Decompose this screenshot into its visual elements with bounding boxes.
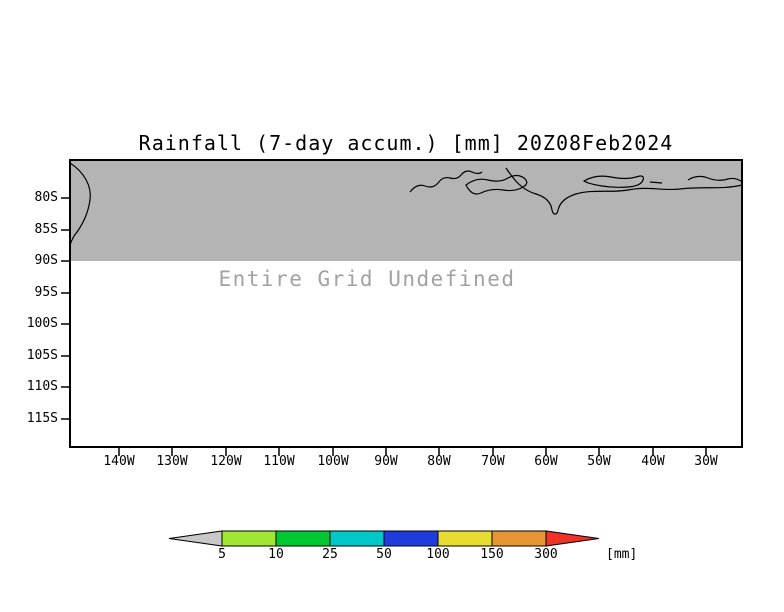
colorbar-label: 50 bbox=[376, 547, 392, 562]
colorbar-label: 10 bbox=[268, 547, 284, 562]
colorbar-segment bbox=[221, 530, 277, 547]
colorbar-unit-label: [mm] bbox=[606, 547, 638, 562]
x-axis-label: 90W bbox=[374, 454, 398, 469]
x-axis-label: 40W bbox=[641, 454, 665, 469]
plot-border bbox=[69, 159, 743, 448]
y-axis-ticks bbox=[61, 197, 70, 420]
coastline-contours bbox=[69, 162, 743, 248]
x-axis-label: 30W bbox=[694, 454, 718, 469]
coastline-middle-wiggle bbox=[409, 170, 483, 193]
colorbar-label: 150 bbox=[480, 547, 504, 562]
x-axis-label: 110W bbox=[263, 454, 295, 469]
x-axis-label: 80W bbox=[427, 454, 451, 469]
y-axis-label: 115S bbox=[26, 411, 58, 426]
y-axis-label: 100S bbox=[26, 316, 58, 331]
undefined-grid-label: Entire Grid Undefined bbox=[218, 267, 516, 291]
y-axis-label: 105S bbox=[26, 348, 58, 363]
coastline-long bbox=[505, 167, 743, 215]
x-axis-label: 140W bbox=[103, 454, 135, 469]
x-axis-label: 50W bbox=[587, 454, 611, 469]
y-axis-label: 90S bbox=[34, 253, 58, 268]
colorbar-segment bbox=[491, 530, 547, 547]
coastline-right-wiggle bbox=[687, 175, 743, 183]
colorbar-label: 100 bbox=[426, 547, 450, 562]
colorbar-segment bbox=[329, 530, 385, 547]
coastline-middle-loop bbox=[465, 174, 528, 195]
colorbar-label: 25 bbox=[322, 547, 338, 562]
colorbar-left-arrow bbox=[168, 530, 223, 547]
x-axis-label: 130W bbox=[156, 454, 188, 469]
x-axis-label: 70W bbox=[481, 454, 505, 469]
y-axis-label: 95S bbox=[34, 285, 58, 300]
coastline-island bbox=[582, 175, 644, 188]
colorbar-segment bbox=[383, 530, 439, 547]
x-axis-label: 100W bbox=[317, 454, 349, 469]
y-axis-label: 110S bbox=[26, 379, 58, 394]
coastline-dash bbox=[649, 181, 663, 184]
x-axis-label: 120W bbox=[210, 454, 242, 469]
y-axis-label: 80S bbox=[34, 190, 58, 205]
plot-title: Rainfall (7-day accum.) [mm] 20Z08Feb202… bbox=[138, 131, 674, 155]
x-axis-ticks bbox=[118, 447, 707, 456]
colorbar-right-arrow bbox=[545, 530, 600, 547]
coastline-left bbox=[69, 162, 91, 248]
colorbar-segment bbox=[437, 530, 493, 547]
colorbar-label: 5 bbox=[218, 547, 226, 562]
colorbar bbox=[168, 530, 600, 547]
colorbar-segment bbox=[275, 530, 331, 547]
y-axis-label: 85S bbox=[34, 222, 58, 237]
x-axis-label: 60W bbox=[534, 454, 558, 469]
colorbar-label: 300 bbox=[534, 547, 558, 562]
shaded-map-region bbox=[71, 161, 741, 261]
